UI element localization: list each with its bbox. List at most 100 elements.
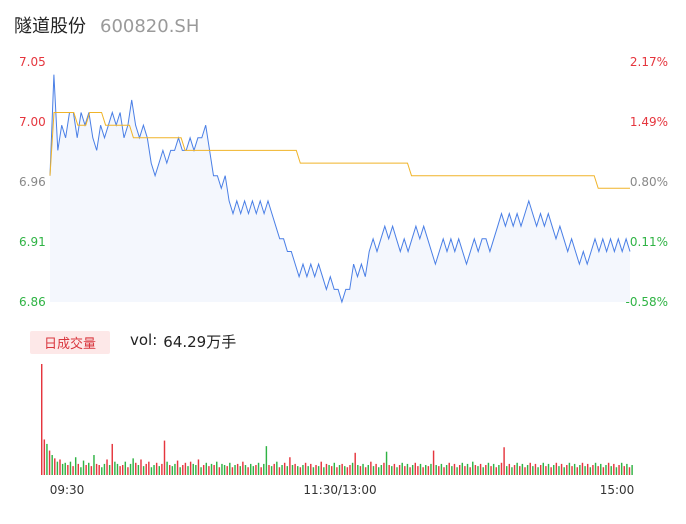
volume-bar <box>479 463 482 475</box>
volume-bar <box>294 463 296 475</box>
volume-bar <box>631 465 633 475</box>
volume-bar <box>255 465 257 475</box>
volume-bar <box>419 463 422 475</box>
volume-bar <box>88 462 90 475</box>
volume-chart-area <box>41 364 633 475</box>
volume-bar <box>341 463 343 475</box>
volume-bar <box>600 463 602 475</box>
volume-bar <box>59 459 61 475</box>
volume-bar <box>111 443 113 475</box>
volume-bar <box>445 465 448 475</box>
volume-bar <box>202 465 205 475</box>
volume-bar <box>184 462 187 475</box>
volume-bar <box>218 467 221 475</box>
volume-bar <box>85 465 87 475</box>
volume-bar <box>302 465 304 475</box>
volume-bar <box>249 463 252 475</box>
volume-bar <box>236 463 239 475</box>
volume-bar <box>195 465 197 475</box>
volume-bar <box>409 467 411 475</box>
volume-bar <box>171 466 174 475</box>
volume-bar <box>589 467 592 475</box>
volume-bar <box>566 465 568 475</box>
volume-bar <box>223 465 226 475</box>
volume-bar <box>289 457 291 475</box>
volume-bar <box>573 463 576 475</box>
volume-bar <box>325 463 328 475</box>
volume-bar <box>98 465 100 475</box>
volume-bar <box>179 467 181 475</box>
volume-bar <box>435 465 437 475</box>
price-area-fill <box>50 74 630 302</box>
volume-bar <box>613 463 615 475</box>
volume-bar <box>576 467 578 475</box>
volume-bar <box>328 465 330 475</box>
volume-bar <box>610 466 612 475</box>
volume-bar <box>291 465 294 475</box>
volume-bar <box>77 463 80 475</box>
volume-bar <box>46 443 48 475</box>
volume-bar <box>268 465 270 475</box>
volume-bar <box>108 465 111 475</box>
volume-bar <box>106 459 108 475</box>
volume-bar <box>628 467 631 475</box>
volume-bar <box>346 467 349 475</box>
volume-bar <box>61 463 64 475</box>
volume-bar <box>333 462 336 475</box>
volume-bar <box>320 461 322 475</box>
y-tick-right: 2.17% <box>630 55 668 69</box>
volume-bar <box>492 463 495 475</box>
volume-bar <box>377 467 380 475</box>
volume-bar <box>127 467 129 475</box>
volume-bar <box>568 462 571 475</box>
volume-bar <box>54 458 56 475</box>
volume-bar <box>359 466 362 475</box>
volume-bar <box>532 466 534 475</box>
volume-bar <box>48 450 51 475</box>
volume-bar <box>72 466 74 475</box>
volume-bar <box>411 465 414 475</box>
volume-bar <box>448 462 450 475</box>
volume-bar <box>430 463 432 475</box>
volume-bar <box>351 462 354 475</box>
volume-bar <box>80 467 82 475</box>
volume-bar <box>95 463 98 475</box>
volume-bar <box>153 465 155 475</box>
volume-bar <box>176 460 179 475</box>
axis-labels: 7.05 7.00 6.96 6.91 6.86 2.17% 1.49% 0.80% 0.11%… <box>19 55 668 497</box>
volume-bar <box>132 458 134 475</box>
volume-bar <box>547 463 550 475</box>
volume-bar <box>273 463 275 475</box>
volume-bar <box>560 463 563 475</box>
volume-bar <box>41 364 43 475</box>
volume-bar <box>166 461 168 475</box>
volume-bar <box>364 467 367 475</box>
volume-bar <box>453 463 456 475</box>
volume-bar <box>213 465 215 475</box>
y-tick-left: 7.05 <box>19 55 46 69</box>
volume-bar <box>425 465 427 475</box>
volume-bar <box>312 467 315 475</box>
volume-bar <box>469 467 471 475</box>
volume-bar <box>226 466 228 475</box>
volume-bar <box>438 466 440 475</box>
volume-bar <box>482 467 484 475</box>
volume-bar <box>519 466 521 475</box>
volume-bar <box>161 463 163 475</box>
volume-bar <box>114 461 116 475</box>
volume-bar <box>586 463 589 475</box>
volume-bar <box>210 463 213 475</box>
volume-tab[interactable]: 日成交量 <box>30 331 110 354</box>
volume-bar <box>605 465 607 475</box>
volume-bar <box>265 446 268 475</box>
volume-bar <box>336 467 338 475</box>
volume-bar <box>388 465 390 475</box>
volume-bar <box>370 461 372 475</box>
volume-bar <box>101 467 103 475</box>
volume-bar <box>571 466 573 475</box>
volume-bar <box>148 461 150 475</box>
volume-bar <box>197 459 200 475</box>
volume-bar <box>263 463 265 475</box>
volume-bar <box>323 467 325 475</box>
volume-bar <box>466 463 469 475</box>
